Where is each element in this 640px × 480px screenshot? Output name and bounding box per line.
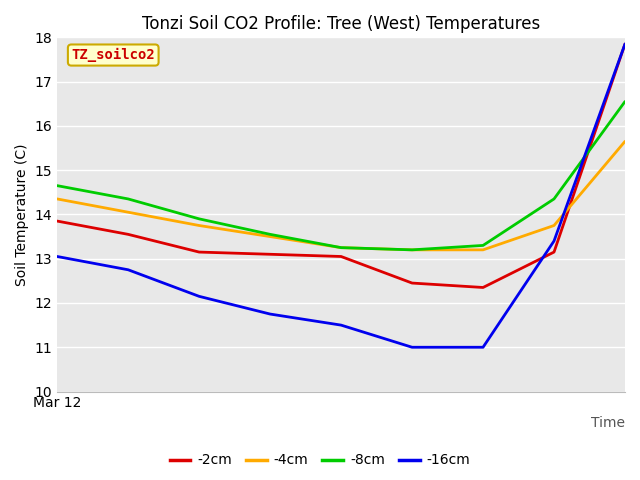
-4cm: [337, 245, 345, 251]
-2cm: [408, 280, 416, 286]
-2cm: [195, 249, 203, 255]
Y-axis label: Soil Temperature (C): Soil Temperature (C): [15, 143, 29, 286]
-8cm: [621, 99, 629, 105]
-2cm: [621, 41, 629, 47]
-2cm: [550, 249, 558, 255]
-8cm: [195, 216, 203, 222]
Line: -8cm: -8cm: [57, 102, 625, 250]
Line: -4cm: -4cm: [57, 142, 625, 250]
-2cm: [266, 252, 274, 257]
-8cm: [124, 196, 132, 202]
-8cm: [266, 231, 274, 237]
-2cm: [337, 253, 345, 259]
-4cm: [266, 234, 274, 240]
-4cm: [408, 247, 416, 253]
-8cm: [550, 196, 558, 202]
-8cm: [53, 183, 61, 189]
-4cm: [479, 247, 487, 253]
-2cm: [124, 231, 132, 237]
Text: TZ_soilco2: TZ_soilco2: [72, 48, 155, 62]
-4cm: [195, 223, 203, 228]
-4cm: [550, 223, 558, 228]
-8cm: [479, 242, 487, 248]
-16cm: [266, 311, 274, 317]
-16cm: [408, 344, 416, 350]
-4cm: [124, 209, 132, 215]
-16cm: [124, 267, 132, 273]
Title: Tonzi Soil CO2 Profile: Tree (West) Temperatures: Tonzi Soil CO2 Profile: Tree (West) Temp…: [142, 15, 540, 33]
Line: -16cm: -16cm: [57, 44, 625, 347]
-8cm: [408, 247, 416, 253]
-2cm: [479, 285, 487, 290]
Line: -2cm: -2cm: [57, 44, 625, 288]
-2cm: [53, 218, 61, 224]
-16cm: [337, 322, 345, 328]
-16cm: [195, 293, 203, 299]
-4cm: [53, 196, 61, 202]
-16cm: [550, 238, 558, 244]
-8cm: [337, 245, 345, 251]
-16cm: [479, 344, 487, 350]
Text: Time: Time: [591, 416, 625, 431]
-16cm: [53, 253, 61, 259]
-16cm: [621, 41, 629, 47]
-4cm: [621, 139, 629, 144]
Legend: -2cm, -4cm, -8cm, -16cm: -2cm, -4cm, -8cm, -16cm: [164, 448, 476, 473]
